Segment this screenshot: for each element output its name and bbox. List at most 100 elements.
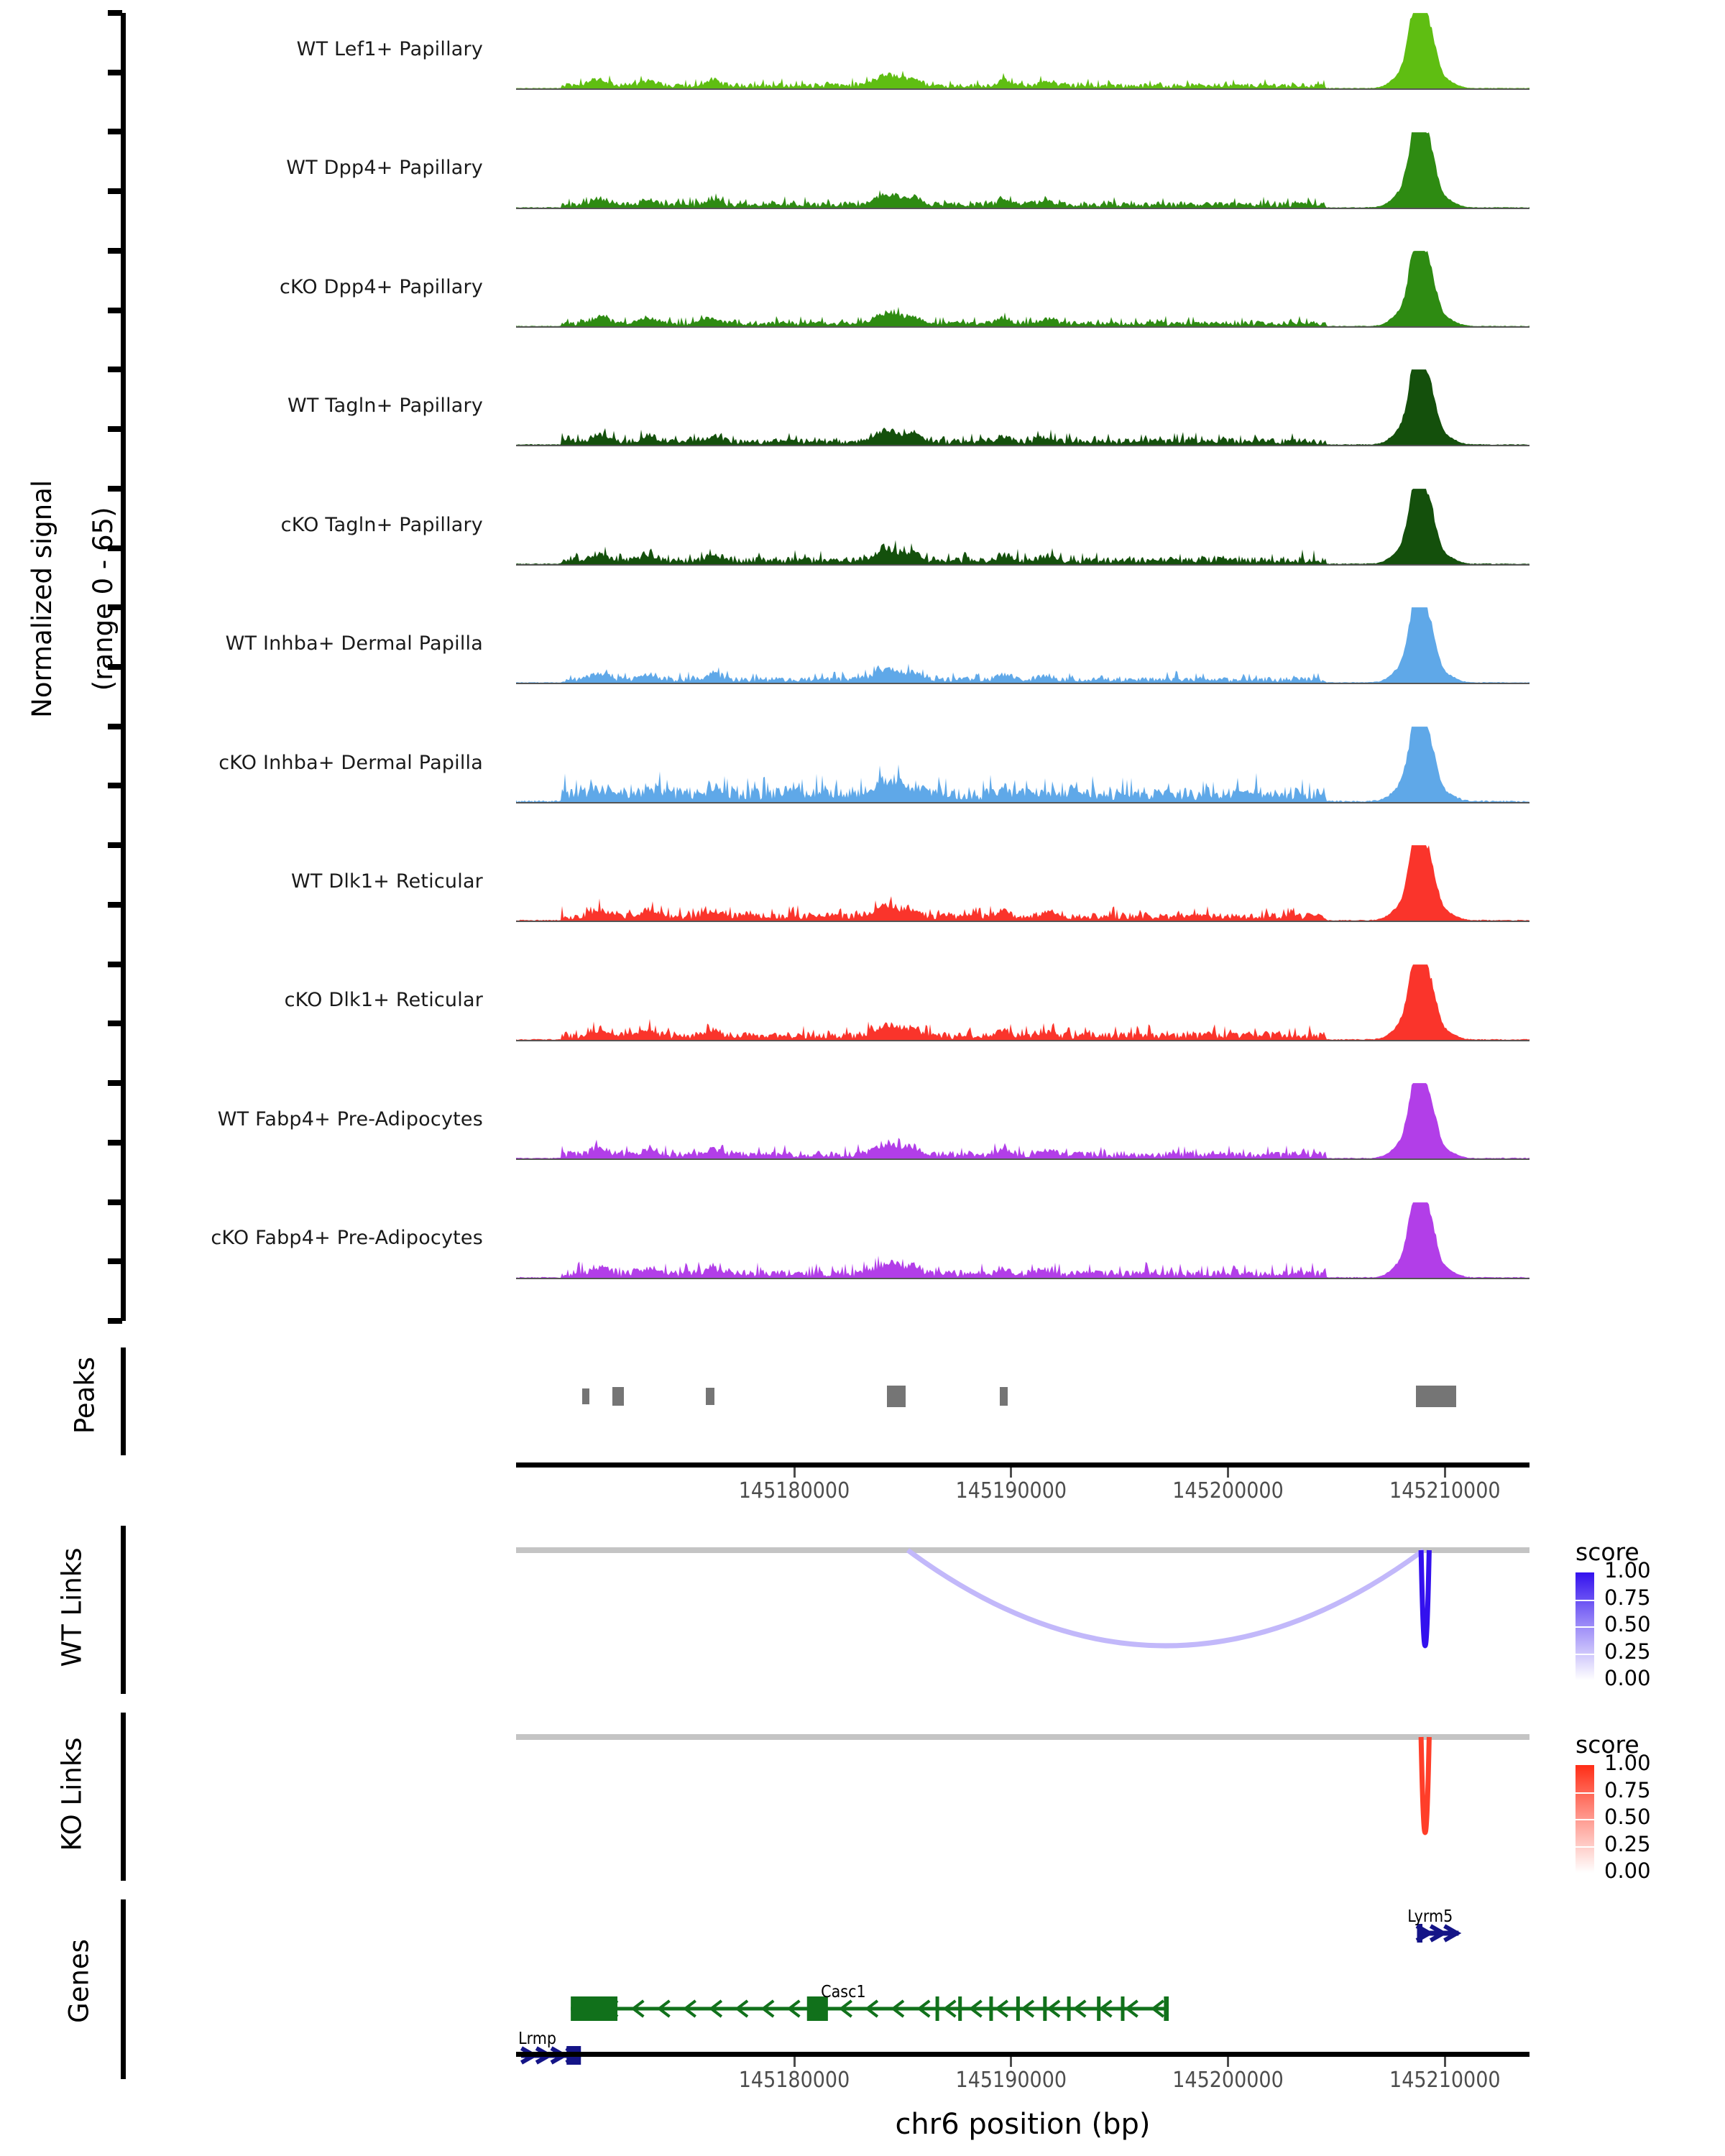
ko-links-score-legend-tick-label: 0.25 (1604, 1831, 1651, 1856)
wt-links-arc (906, 1548, 1425, 1649)
gene-exon (1043, 1996, 1047, 2021)
coverage-baseline (516, 683, 1530, 685)
ko-links-score-legend-colorbar-tick (1576, 1819, 1594, 1820)
gene-exon (571, 1996, 618, 2021)
coverage-track-label: cKO Dlk1+ Reticular (284, 989, 483, 1012)
coverage-baseline (516, 1039, 1530, 1041)
gene-backbone (571, 2007, 1169, 2011)
ko-links-score-legend-tick-label: 0.75 (1604, 1777, 1651, 1802)
wt-links-baseline (516, 1547, 1530, 1553)
y-axis-tick (108, 723, 122, 729)
wt-links-score-legend-title: score (1576, 1538, 1639, 1566)
gene-strand-arrow (1021, 1999, 1035, 2018)
gene-strand-arrow (1046, 1999, 1061, 2018)
coverage-signal (516, 607, 1530, 683)
coverage-signal (516, 726, 1530, 802)
peak-region (887, 1386, 906, 1407)
gene-exon (1097, 1996, 1101, 2021)
ko-links-score-legend-tick-label: 0.50 (1604, 1805, 1651, 1829)
wt-links-score-legend-colorbar-tick (1576, 1653, 1594, 1655)
peaks-axis-spine (121, 1348, 126, 1455)
coverage-track-label: WT Inhba+ Dermal Papilla (225, 632, 483, 655)
gene-strand-arrow (1124, 1999, 1138, 2018)
coverage-area-path (516, 488, 1530, 564)
y-axis-tick (108, 1021, 122, 1027)
gene-exon (1417, 1924, 1423, 1943)
gene-name-label: Lyrm5 (1407, 1907, 1453, 1926)
ko-links-score-legend: score 1.00 0.75 0.50 0.25 0.00 (1567, 1731, 1725, 1896)
coverage-baseline (516, 1277, 1530, 1279)
coverage-track-label: cKO Dpp4+ Papillary (279, 275, 483, 298)
ko-links-score-legend-tick-label: 0.00 (1604, 1858, 1651, 1883)
gene-exon (1067, 1996, 1071, 2021)
gene-name-label: Casc1 (821, 1983, 866, 2001)
gene-strand-arrow (786, 1999, 801, 2018)
y-axis-tick (108, 1258, 122, 1265)
coverage-area-path (516, 1083, 1530, 1159)
peaks-track-label: Peaks (69, 1356, 101, 1434)
x-axis-bottom-tick-mark (1227, 2057, 1229, 2067)
wt-links-axis-spine (121, 1526, 126, 1694)
y-axis-tick (108, 842, 122, 849)
y-axis-tick (108, 485, 122, 492)
wt-links-score-legend-colorbar-tick (1576, 1626, 1594, 1628)
ko-links-score-legend-colorbar-tick (1576, 1792, 1594, 1794)
y-axis-tick (108, 1318, 122, 1324)
y-axis-tick (108, 367, 122, 373)
coverage-baseline (516, 207, 1530, 209)
coverage-area-path (516, 726, 1530, 802)
coverage-signal (516, 488, 1530, 564)
ko-links-track: KO Links (0, 1707, 1725, 1886)
x-axis-bottom-tick-mark (1010, 2057, 1013, 2067)
coverage-area-path (516, 1202, 1530, 1278)
gene-exon (1016, 1996, 1020, 2021)
genes-axis-spine (121, 1899, 126, 2079)
ko-links-baseline (516, 1734, 1530, 1740)
wt-links-score-legend-tick-label: 0.75 (1604, 1585, 1651, 1610)
gene-strand-arrow (1429, 1924, 1448, 1943)
x-axis-bottom-tick-mark (793, 2057, 796, 2067)
coverage-area-path (516, 964, 1530, 1040)
y-axis-tick (108, 1080, 122, 1087)
gene-strand-arrow (1443, 1924, 1462, 1943)
y-axis-tick (108, 783, 122, 789)
x-axis-top-tick-label: 145180000 (738, 1478, 850, 1503)
coverage-area-path (516, 132, 1530, 208)
coverage-signal (516, 845, 1530, 921)
x-axis-bottom-tick-label: 145210000 (1389, 2068, 1501, 2093)
gene-strand-arrow (656, 1999, 671, 2018)
coverage-area-path (516, 13, 1530, 89)
coverage-panel: WT Lef1+ Papillary WT Dpp4+ Papillary cKO … (108, 10, 1530, 1324)
y-axis-tick (108, 604, 122, 611)
gene-strand-arrow (1098, 1999, 1113, 2018)
coverage-track-label: WT Tagln+ Papillary (288, 395, 483, 418)
y-axis-tick (108, 129, 122, 135)
gene-exon (1121, 1996, 1125, 2021)
coverage-track-label: cKO Fabp4+ Pre-Adipocytes (211, 1227, 483, 1250)
wt-links-score-legend-tick-label: 0.25 (1604, 1639, 1651, 1664)
genes-track: Genes Lrmp Casc1 Lyrm5 (0, 1894, 1725, 2088)
x-axis-top-tick-mark (1227, 1468, 1229, 1478)
coverage-baseline (516, 921, 1530, 923)
coverage-baseline (516, 326, 1530, 328)
coverage-track-label: WT Fabp4+ Pre-Adipocytes (217, 1107, 483, 1130)
gene-strand-arrow (916, 1999, 931, 2018)
x-axis-top-tick-label: 145210000 (1389, 1478, 1501, 1503)
x-axis-top-axis-line (516, 1462, 1530, 1468)
wt-links-score-legend: score 1.00 0.75 0.50 0.25 0.00 (1567, 1538, 1725, 1703)
gene-strand-arrow (1151, 1999, 1164, 2018)
coverage-track-label: cKO Inhba+ Dermal Papilla (218, 751, 483, 774)
wt-links-score-legend-tick-label: 1.00 (1604, 1558, 1651, 1583)
peak-region (999, 1387, 1008, 1406)
y-axis-tick (108, 247, 122, 254)
wt-links-arcs (906, 1548, 1432, 1649)
peak-region (705, 1387, 715, 1406)
coverage-signal (516, 251, 1530, 326)
gene-backbone (1417, 1930, 1459, 1936)
peaks-track: Peaks (0, 1340, 1725, 1462)
coverage-baseline (516, 801, 1530, 803)
wt-links-score-legend-colorbar-tick (1576, 1599, 1594, 1601)
gene-strand-arrow (968, 1999, 983, 2018)
gene-strand-arrow (1072, 1999, 1087, 2018)
coverage-track-label: WT Dpp4+ Papillary (286, 157, 483, 180)
